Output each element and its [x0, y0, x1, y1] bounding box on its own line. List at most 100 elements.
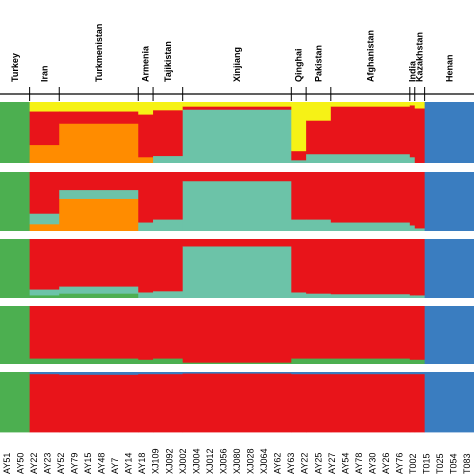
- bar-tajikistan-k2-yellow: [153, 102, 184, 111]
- bar-india-k3-red: [409, 172, 416, 226]
- bar-tajikistan-k3-teal: [153, 219, 184, 232]
- bar-india-k4-teal: [409, 295, 416, 299]
- population-label: Tajikistan: [163, 41, 173, 82]
- bar-pakistan-k4-teal: [306, 293, 332, 299]
- bar-armenia-k2-red: [138, 114, 154, 158]
- bar-iran-k2-orange: [29, 144, 60, 164]
- bar-xinjiang-k5-green: [182, 362, 292, 365]
- bar-xinjiang-k3-teal: [182, 180, 292, 232]
- bar-turkey-k2-green: [0, 102, 31, 164]
- bar-iran-k6-blue: [29, 372, 60, 375]
- bar-xinjiang-k2-red: [182, 106, 292, 110]
- bar-qinghai-k2-teal: [291, 159, 307, 164]
- bar-turkmenistan-k6-red: [59, 374, 139, 433]
- bar-kazakhstan-k2-yellow: [414, 102, 426, 109]
- sample-label: AY7: [110, 458, 120, 474]
- sample-label: AY18: [137, 453, 147, 474]
- bar-iran-k2-red: [29, 111, 60, 146]
- bar-iran-k4-red: [29, 239, 60, 290]
- bar-armenia-k5-red: [138, 306, 154, 360]
- bar-armenia-k4-red: [138, 239, 154, 293]
- bar-tajikistan-k4-red: [153, 239, 184, 292]
- bar-pakistan-k4-red: [306, 239, 332, 294]
- bar-afghanistan-k5-red: [330, 306, 411, 359]
- panel-gap-1: [0, 163, 474, 172]
- panel-gap-3: [0, 298, 474, 306]
- bar-iran-k6-red: [29, 373, 60, 433]
- bar-xinjiang-k2-yellow: [182, 102, 292, 107]
- bar-turkey-k6-green: [0, 372, 31, 433]
- sample-label: AY62: [273, 453, 283, 474]
- population-label: Xinjiang: [232, 47, 242, 82]
- bar-turkey-k4-green: [0, 239, 31, 299]
- bar-armenia-k6-red: [138, 373, 154, 433]
- sample-label: AY52: [56, 453, 66, 474]
- bar-turkmenistan-k5-red: [59, 306, 139, 359]
- population-label: Kazakhstan: [415, 32, 425, 82]
- sample-label: XJ002: [178, 448, 188, 474]
- sample-label: AY27: [327, 453, 337, 474]
- bar-henan-k6-blue: [424, 372, 474, 433]
- bar-kazakhstan-k4-teal: [414, 295, 426, 299]
- bar-turkmenistan-k2-red: [59, 111, 139, 124]
- bar-turkmenistan-k2-yellow: [59, 102, 139, 112]
- sample-label: XJ092: [164, 448, 174, 474]
- bar-qinghai-k6-red: [291, 373, 307, 433]
- sample-label: AY25: [313, 453, 323, 474]
- sample-label: AY63: [286, 453, 296, 474]
- bar-turkmenistan-k4-green: [59, 293, 139, 299]
- sample-label: T002: [408, 453, 418, 474]
- bar-turkey-k5-green: [0, 306, 31, 365]
- bar-tajikistan-k6-blue: [153, 372, 184, 375]
- population-label: Pakistan: [313, 45, 323, 82]
- bar-armenia-k2-orange: [138, 156, 154, 164]
- sample-label: T025: [435, 453, 445, 474]
- bar-tajikistan-k2-red: [153, 109, 184, 157]
- bar-afghanistan-k4-red: [330, 239, 411, 295]
- bar-tajikistan-k5-green: [153, 358, 184, 365]
- bar-afghanistan-k5-green: [330, 358, 411, 365]
- bar-tajikistan-k4-teal: [153, 290, 184, 299]
- bar-xinjiang-k2-teal: [182, 109, 292, 164]
- sample-label: AY79: [69, 453, 79, 474]
- bar-turkmenistan-k3-orange: [59, 198, 139, 232]
- bar-iran-k5-red: [29, 306, 60, 359]
- bar-qinghai-k4-red: [291, 239, 307, 293]
- sample-label: AY22: [300, 453, 310, 474]
- bar-xinjiang-k4-red: [182, 239, 292, 247]
- sample-label: AY50: [15, 453, 25, 474]
- sample-label: AY48: [97, 453, 107, 474]
- sample-labels: AY51 AY50 AY22 AY23 AY52 AY79 AY15 AY48 AY7 AY14 A…: [2, 448, 472, 474]
- sample-label: AY78: [354, 453, 364, 474]
- bar-armenia-k2-yellow: [138, 102, 154, 115]
- population-label: India: [407, 60, 417, 82]
- bar-turkmenistan-k3-teal: [59, 189, 139, 199]
- bar-kazakhstan-k3-teal: [414, 228, 426, 232]
- bar-india-k4-red: [409, 239, 416, 296]
- bar-qinghai-k3-red: [291, 172, 307, 220]
- bar-india-k3-teal: [409, 225, 416, 232]
- sample-label: AY14: [124, 453, 134, 474]
- bar-india-k2-red: [409, 105, 416, 158]
- bar-india-k6-blue: [409, 372, 416, 375]
- panel-separators: [0, 163, 474, 372]
- bar-pakistan-k5-red: [306, 306, 332, 359]
- bar-afghanistan-k4-teal: [330, 293, 411, 299]
- bar-kazakhstan-k5-red: [414, 306, 426, 360]
- bar-kazakhstan-k2-red: [414, 108, 426, 164]
- bar-qinghai-k6-blue: [291, 372, 307, 375]
- bar-tajikistan-k5-red: [153, 306, 184, 359]
- bar-tajikistan-k6-red: [153, 373, 184, 433]
- population-label: Qinghai: [294, 49, 304, 83]
- bar-qinghai-k2-red: [291, 150, 307, 161]
- bar-iran-k4-green: [29, 295, 60, 299]
- bar-kazakhstan-k6-red: [414, 373, 426, 433]
- sample-label: XJ080: [232, 448, 242, 474]
- sample-label: AY26: [381, 453, 391, 474]
- sample-label: AY76: [395, 453, 405, 474]
- sample-label: T015: [422, 453, 432, 474]
- population-label: Iran: [39, 65, 49, 82]
- sample-label: AY23: [42, 453, 52, 474]
- bar-armenia-k3-teal: [138, 222, 154, 232]
- bar-iran-k3-red: [29, 172, 60, 214]
